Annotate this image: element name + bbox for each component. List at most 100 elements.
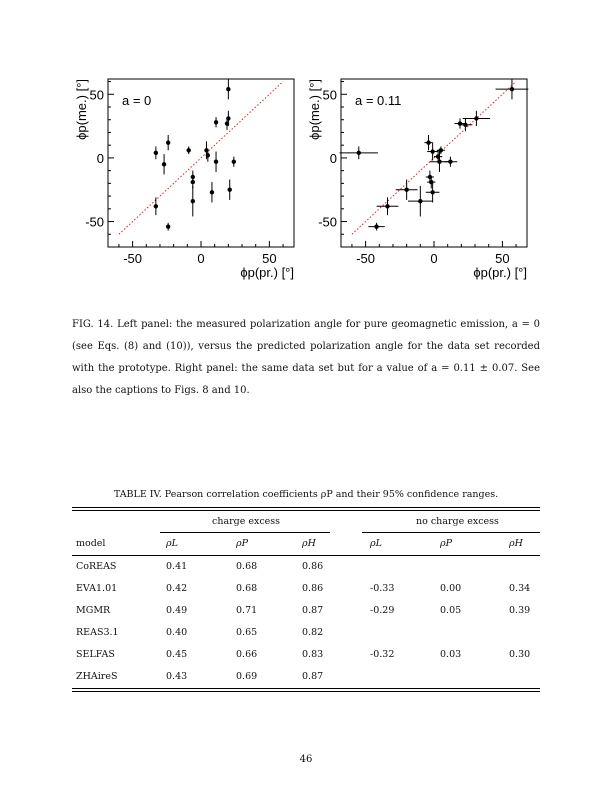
data-marker	[231, 159, 237, 164]
left-data-point	[213, 117, 219, 128]
data-marker	[404, 187, 409, 192]
left-data-point	[209, 182, 215, 203]
table-row: CoREAS 0.41 0.68 0.86	[72, 556, 540, 578]
column-header: ρH	[302, 538, 316, 549]
value-cell: -0.33	[370, 583, 395, 594]
left-y-tick-label: -50	[85, 215, 104, 230]
model-name-cell: CoREAS	[76, 561, 117, 572]
left-x-tick-label: 50	[262, 251, 276, 266]
group-rule-no-charge-excess	[362, 532, 540, 533]
value-cell: 0.40	[166, 627, 188, 638]
data-marker	[190, 179, 195, 185]
table-row: ZHAireS 0.43 0.69 0.87	[72, 666, 540, 688]
right-y-tick-label: -50	[318, 215, 337, 230]
table-row: EVA1.01 0.42 0.68 0.86 -0.33 0.00 0.34	[72, 578, 540, 600]
model-name-cell: REAS3.1	[76, 627, 119, 638]
left-reference-line	[118, 81, 284, 235]
column-header: model	[76, 538, 106, 549]
left-y-tick-label: 0	[97, 151, 104, 166]
table-row: MGMR 0.49 0.71 0.87 -0.29 0.05 0.39	[72, 600, 540, 622]
value-cell: 0.03	[440, 649, 462, 660]
right-data-point	[425, 182, 440, 203]
left-panel: -50 0 50 50 0 -50 ϕp(pr.) [°] ϕp(me.) [°] a = 0	[74, 78, 295, 280]
column-header: ρL	[370, 538, 382, 549]
right-x-tick-label: -50	[356, 251, 375, 266]
table-column-header-row: model ρL ρP ρH ρL ρP ρH	[72, 533, 540, 555]
right-annotation: a = 0.11	[355, 93, 401, 108]
value-cell: 0.42	[166, 583, 188, 594]
data-marker	[209, 190, 215, 195]
right-data-point	[368, 222, 385, 231]
right-data-point	[443, 156, 458, 167]
data-marker	[356, 150, 361, 156]
data-marker	[426, 140, 431, 145]
data-marker	[463, 122, 468, 128]
left-x-tick-label: -50	[123, 251, 142, 266]
value-cell: 0.66	[236, 649, 258, 660]
left-data-point	[186, 146, 191, 155]
left-data-point	[213, 151, 219, 172]
right-data-point	[339, 146, 378, 160]
data-marker	[474, 116, 479, 121]
right-data-point	[427, 142, 439, 161]
left-data-point	[161, 154, 167, 175]
left-data-point	[231, 156, 237, 167]
data-marker	[448, 159, 453, 164]
model-name-cell: MGMR	[76, 605, 111, 616]
table-row: SELFAS 0.45 0.66 0.83 -0.32 0.03 0.30	[72, 644, 540, 666]
left-data-point	[226, 79, 231, 100]
data-marker	[374, 224, 379, 229]
data-marker	[165, 224, 171, 229]
model-name-cell: ZHAireS	[76, 671, 118, 682]
group-header-charge-excess: charge excess	[212, 516, 281, 527]
data-marker	[438, 148, 444, 153]
right-data-point	[458, 118, 473, 132]
data-marker	[437, 159, 442, 164]
right-data-point	[495, 79, 529, 100]
right-x-axis-label: ϕp(pr.) [°]	[473, 265, 527, 280]
value-cell: -0.29	[370, 605, 395, 616]
right-y-tick-label: 0	[330, 151, 337, 166]
data-marker	[226, 86, 231, 92]
right-y-axis-label: ϕp(me.) [°]	[307, 79, 322, 140]
left-x-axis-label: ϕp(pr.) [°]	[240, 265, 294, 280]
table-top-rule	[72, 507, 540, 511]
left-data-point	[190, 185, 195, 217]
caption-label: FIG. 14.	[72, 319, 114, 330]
right-panel: -50 0 50 50 0 -50 ϕp(pr.) [°] ϕp(me.) [°] a = 0.…	[307, 78, 529, 280]
table-iv: charge excess no charge excess model ρL ρP…	[72, 507, 540, 692]
left-data-point	[165, 222, 171, 231]
data-marker	[213, 120, 219, 125]
left-data-point	[227, 179, 232, 200]
data-marker	[509, 86, 515, 92]
data-marker	[385, 204, 390, 209]
data-marker	[205, 153, 211, 158]
model-name-cell: SELFAS	[76, 649, 115, 660]
right-x-tick-label: 50	[495, 251, 509, 266]
value-cell: 0.87	[302, 605, 324, 616]
table-group-header-row: charge excess no charge excess	[72, 511, 540, 533]
value-cell: -0.32	[370, 649, 395, 660]
left-y-tick-label: 50	[90, 87, 104, 102]
figure-caption: FIG. 14. Left panel: the measured polari…	[72, 314, 540, 402]
left-data-point	[153, 197, 159, 216]
value-cell: 0.43	[166, 671, 188, 682]
value-cell: 0.86	[302, 561, 324, 572]
value-cell: 0.68	[236, 583, 258, 594]
value-cell: 0.83	[302, 649, 324, 660]
right-data-point	[462, 110, 491, 127]
right-data-point	[408, 185, 433, 217]
table-row: REAS3.1 0.40 0.65 0.82	[72, 622, 540, 644]
data-marker	[430, 190, 435, 195]
left-annotation: a = 0	[122, 93, 151, 108]
data-marker	[153, 204, 159, 209]
right-data-point	[424, 135, 433, 151]
group-header-no-charge-excess: no charge excess	[416, 516, 499, 527]
table-title: TABLE IV. Pearson correlation coefficien…	[113, 489, 499, 500]
column-header: ρP	[236, 538, 248, 549]
value-cell: 0.68	[236, 561, 258, 572]
data-marker	[226, 116, 231, 121]
caption-text: Left panel: the measured polarization an…	[72, 319, 540, 396]
data-marker	[227, 187, 232, 192]
column-header: ρH	[509, 538, 523, 549]
